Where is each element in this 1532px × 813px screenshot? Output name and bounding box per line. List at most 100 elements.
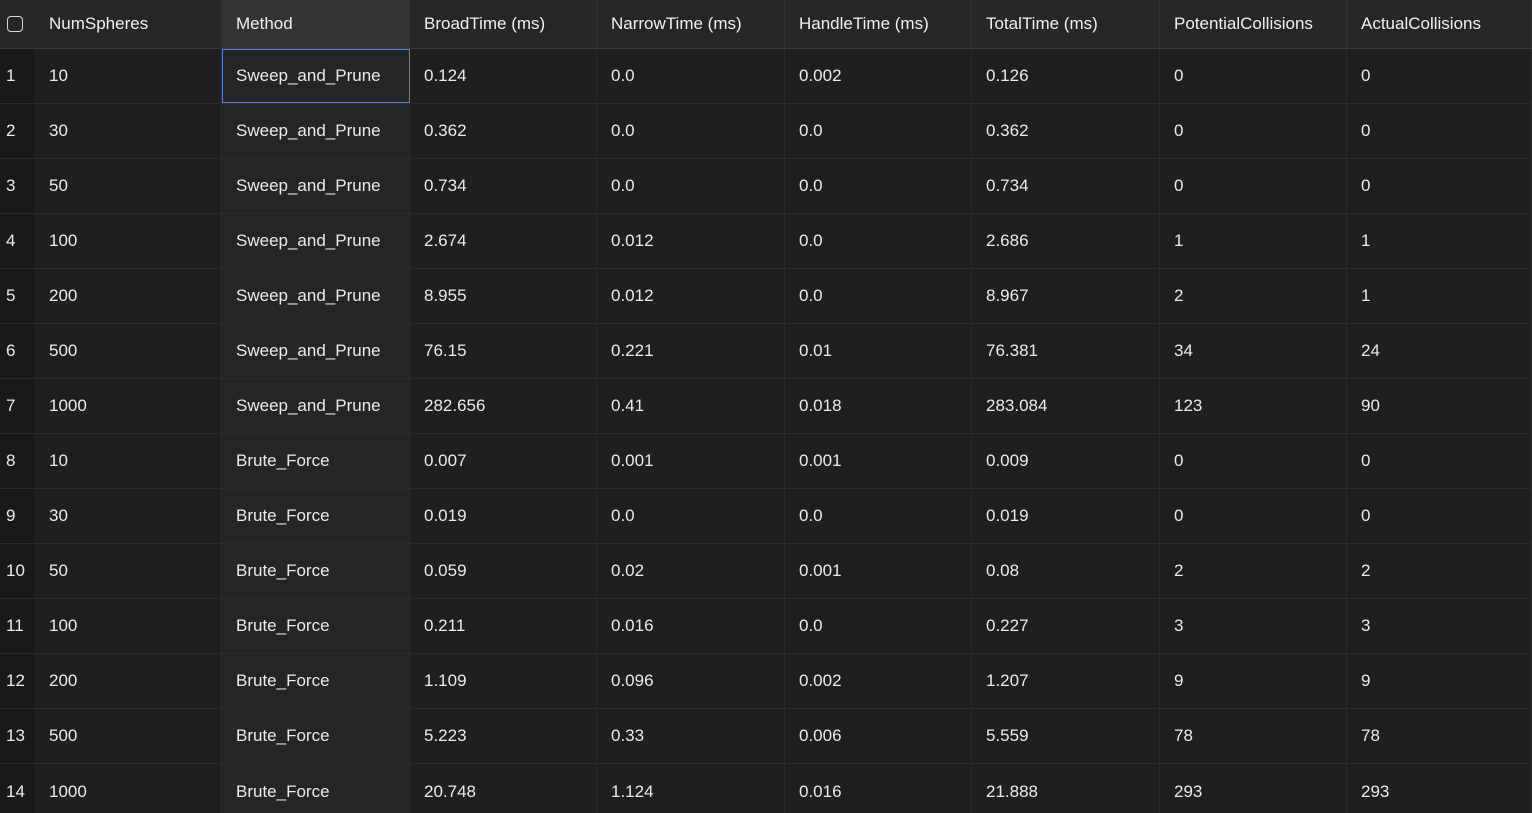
cell-broadtime[interactable]: 1.109 <box>410 654 597 708</box>
cell-actualcollisions[interactable]: 3 <box>1347 599 1532 653</box>
cell-method[interactable]: Brute_Force <box>222 599 410 653</box>
cell-handletime[interactable]: 0.006 <box>785 709 972 763</box>
cell-numspheres[interactable]: 30 <box>35 489 222 543</box>
cell-broadtime[interactable]: 0.019 <box>410 489 597 543</box>
column-header-actualcollisions[interactable]: ActualCollisions <box>1347 0 1532 48</box>
row-index[interactable]: 14 <box>0 764 35 813</box>
cell-numspheres[interactable]: 1000 <box>35 379 222 433</box>
checkbox-icon[interactable] <box>7 16 23 32</box>
cell-method[interactable]: Sweep_and_Prune <box>222 379 410 433</box>
row-index[interactable]: 8 <box>0 434 35 488</box>
cell-totaltime[interactable]: 0.009 <box>972 434 1160 488</box>
cell-numspheres[interactable]: 1000 <box>35 764 222 813</box>
cell-totaltime[interactable]: 0.734 <box>972 159 1160 213</box>
cell-handletime[interactable]: 0.016 <box>785 764 972 813</box>
cell-numspheres[interactable]: 100 <box>35 599 222 653</box>
cell-narrowtime[interactable]: 0.016 <box>597 599 785 653</box>
cell-narrowtime[interactable]: 0.0 <box>597 489 785 543</box>
cell-narrowtime[interactable]: 1.124 <box>597 764 785 813</box>
cell-numspheres[interactable]: 10 <box>35 49 222 103</box>
cell-potentialcollisions[interactable]: 78 <box>1160 709 1347 763</box>
cell-method[interactable]: Brute_Force <box>222 764 410 813</box>
cell-handletime[interactable]: 0.0 <box>785 599 972 653</box>
cell-numspheres[interactable]: 500 <box>35 324 222 378</box>
table-row[interactable]: 10 50 Brute_Force 0.059 0.02 0.001 0.08 2 2 <box>0 544 1532 599</box>
cell-handletime[interactable]: 0.001 <box>785 434 972 488</box>
cell-narrowtime[interactable]: 0.0 <box>597 49 785 103</box>
cell-actualcollisions[interactable]: 1 <box>1347 214 1532 268</box>
column-header-totaltime[interactable]: TotalTime (ms) <box>972 0 1160 48</box>
cell-narrowtime[interactable]: 0.012 <box>597 269 785 323</box>
cell-totaltime[interactable]: 0.019 <box>972 489 1160 543</box>
cell-broadtime[interactable]: 0.734 <box>410 159 597 213</box>
table-row[interactable]: 3 50 Sweep_and_Prune 0.734 0.0 0.0 0.734 0 0 <box>0 159 1532 214</box>
table-row[interactable]: 14 1000 Brute_Force 20.748 1.124 0.016 21.888 2… <box>0 764 1532 813</box>
cell-potentialcollisions[interactable]: 0 <box>1160 49 1347 103</box>
cell-totaltime[interactable]: 21.888 <box>972 764 1160 813</box>
cell-numspheres[interactable]: 30 <box>35 104 222 158</box>
table-row[interactable]: 13 500 Brute_Force 5.223 0.33 0.006 5.559 78 78 <box>0 709 1532 764</box>
row-index[interactable]: 5 <box>0 269 35 323</box>
cell-broadtime[interactable]: 0.124 <box>410 49 597 103</box>
cell-broadtime[interactable]: 0.059 <box>410 544 597 598</box>
cell-method[interactable]: Brute_Force <box>222 709 410 763</box>
cell-broadtime[interactable]: 76.15 <box>410 324 597 378</box>
cell-broadtime[interactable]: 20.748 <box>410 764 597 813</box>
column-header-potentialcollisions[interactable]: PotentialCollisions <box>1160 0 1347 48</box>
cell-handletime[interactable]: 0.018 <box>785 379 972 433</box>
table-row[interactable]: 1 10 Sweep_and_Prune 0.124 0.0 0.002 0.126 0 0 <box>0 49 1532 104</box>
row-index[interactable]: 11 <box>0 599 35 653</box>
row-index[interactable]: 6 <box>0 324 35 378</box>
cell-actualcollisions[interactable]: 0 <box>1347 159 1532 213</box>
cell-totaltime[interactable]: 0.227 <box>972 599 1160 653</box>
cell-actualcollisions[interactable]: 78 <box>1347 709 1532 763</box>
row-index[interactable]: 12 <box>0 654 35 708</box>
cell-potentialcollisions[interactable]: 1 <box>1160 214 1347 268</box>
table-row[interactable]: 12 200 Brute_Force 1.109 0.096 0.002 1.207 9 9 <box>0 654 1532 709</box>
cell-method[interactable]: Brute_Force <box>222 544 410 598</box>
cell-totaltime[interactable]: 2.686 <box>972 214 1160 268</box>
table-row[interactable]: 5 200 Sweep_and_Prune 8.955 0.012 0.0 8.967 2 1 <box>0 269 1532 324</box>
cell-totaltime[interactable]: 8.967 <box>972 269 1160 323</box>
cell-numspheres[interactable]: 50 <box>35 544 222 598</box>
cell-method[interactable]: Brute_Force <box>222 654 410 708</box>
select-all-cell[interactable] <box>0 0 35 48</box>
cell-handletime[interactable]: 0.001 <box>785 544 972 598</box>
cell-narrowtime[interactable]: 0.012 <box>597 214 785 268</box>
cell-totaltime[interactable]: 5.559 <box>972 709 1160 763</box>
cell-numspheres[interactable]: 500 <box>35 709 222 763</box>
cell-actualcollisions[interactable]: 0 <box>1347 104 1532 158</box>
column-header-method[interactable]: Method <box>222 0 410 48</box>
cell-method[interactable]: Sweep_and_Prune <box>222 49 410 103</box>
table-row[interactable]: 9 30 Brute_Force 0.019 0.0 0.0 0.019 0 0 <box>0 489 1532 544</box>
cell-potentialcollisions[interactable]: 3 <box>1160 599 1347 653</box>
row-index[interactable]: 3 <box>0 159 35 213</box>
cell-actualcollisions[interactable]: 1 <box>1347 269 1532 323</box>
cell-broadtime[interactable]: 0.007 <box>410 434 597 488</box>
cell-method[interactable]: Sweep_and_Prune <box>222 214 410 268</box>
cell-potentialcollisions[interactable]: 293 <box>1160 764 1347 813</box>
table-row[interactable]: 4 100 Sweep_and_Prune 2.674 0.012 0.0 2.686 1 1 <box>0 214 1532 269</box>
cell-narrowtime[interactable]: 0.41 <box>597 379 785 433</box>
cell-numspheres[interactable]: 100 <box>35 214 222 268</box>
cell-narrowtime[interactable]: 0.0 <box>597 104 785 158</box>
cell-potentialcollisions[interactable]: 9 <box>1160 654 1347 708</box>
table-row[interactable]: 6 500 Sweep_and_Prune 76.15 0.221 0.01 76.381 3… <box>0 324 1532 379</box>
cell-potentialcollisions[interactable]: 0 <box>1160 489 1347 543</box>
cell-totaltime[interactable]: 0.08 <box>972 544 1160 598</box>
cell-method[interactable]: Sweep_and_Prune <box>222 159 410 213</box>
column-header-narrowtime[interactable]: NarrowTime (ms) <box>597 0 785 48</box>
cell-method[interactable]: Sweep_and_Prune <box>222 104 410 158</box>
cell-actualcollisions[interactable]: 293 <box>1347 764 1532 813</box>
row-index[interactable]: 9 <box>0 489 35 543</box>
table-row[interactable]: 11 100 Brute_Force 0.211 0.016 0.0 0.227 3 3 <box>0 599 1532 654</box>
cell-broadtime[interactable]: 282.656 <box>410 379 597 433</box>
cell-totaltime[interactable]: 0.362 <box>972 104 1160 158</box>
cell-handletime[interactable]: 0.0 <box>785 214 972 268</box>
cell-actualcollisions[interactable]: 2 <box>1347 544 1532 598</box>
cell-narrowtime[interactable]: 0.096 <box>597 654 785 708</box>
cell-potentialcollisions[interactable]: 34 <box>1160 324 1347 378</box>
cell-handletime[interactable]: 0.0 <box>785 489 972 543</box>
cell-potentialcollisions[interactable]: 0 <box>1160 434 1347 488</box>
cell-broadtime[interactable]: 5.223 <box>410 709 597 763</box>
